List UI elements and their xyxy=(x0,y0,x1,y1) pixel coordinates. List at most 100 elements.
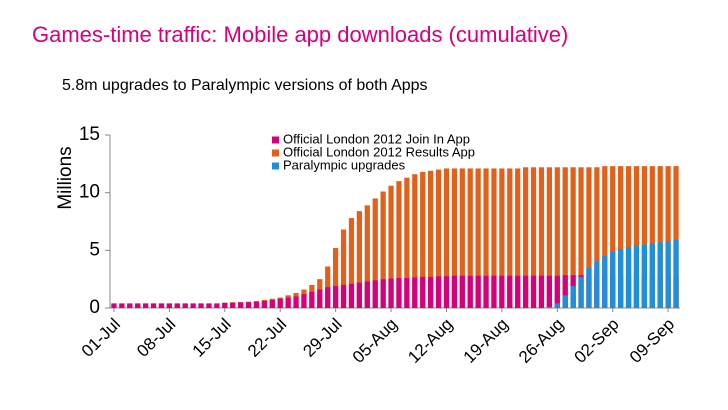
bar xyxy=(396,181,402,308)
chart-subtitle: 5.8m upgrades to Paralympic versions of … xyxy=(62,77,428,94)
bar xyxy=(523,275,529,308)
bar xyxy=(111,303,117,308)
bar xyxy=(261,301,267,308)
x-tick-label: 08-Jul xyxy=(133,315,179,361)
bar xyxy=(673,166,679,308)
bar xyxy=(625,246,632,308)
bar xyxy=(657,166,663,308)
legend-label: Paralympic upgrades xyxy=(283,157,406,172)
bar xyxy=(483,168,489,308)
bar xyxy=(673,239,679,308)
bar xyxy=(523,167,529,308)
y-tick-label: 15 xyxy=(79,124,100,145)
bar xyxy=(594,167,600,308)
x-tick-label: 12-Aug xyxy=(404,315,456,367)
bar xyxy=(435,169,442,308)
x-tick-label: 05-Aug xyxy=(349,315,401,367)
bar xyxy=(546,306,552,308)
bar xyxy=(372,280,378,308)
bar xyxy=(633,245,640,308)
bar xyxy=(206,303,212,308)
bar xyxy=(119,303,125,308)
bar xyxy=(428,276,434,308)
bar xyxy=(618,166,624,308)
bar xyxy=(396,278,402,308)
bar xyxy=(459,275,465,308)
bar xyxy=(340,229,347,308)
bar xyxy=(253,301,260,308)
bar xyxy=(641,166,647,308)
bar xyxy=(356,282,362,308)
bar xyxy=(475,168,481,308)
y-tick-label: 0 xyxy=(89,297,100,318)
bar xyxy=(380,191,386,308)
bar xyxy=(190,303,196,308)
bar xyxy=(333,286,339,308)
bar xyxy=(602,166,608,308)
legend-label: Official London 2012 Join In App xyxy=(283,131,470,146)
bar xyxy=(475,275,481,308)
bar xyxy=(451,275,457,308)
bar xyxy=(459,168,465,308)
bar xyxy=(562,295,568,308)
bar xyxy=(269,299,275,308)
bar xyxy=(578,167,584,308)
y-axis-label: Millions xyxy=(55,146,76,209)
x-tick-label: 26-Aug xyxy=(515,315,567,367)
bar xyxy=(467,275,473,308)
bar xyxy=(443,168,450,308)
bar xyxy=(578,276,584,308)
bar xyxy=(546,275,552,308)
bar xyxy=(158,303,165,308)
bar xyxy=(562,167,568,308)
bar xyxy=(404,177,410,308)
bar xyxy=(602,256,608,308)
bar xyxy=(649,166,655,308)
bar xyxy=(610,251,616,308)
bar xyxy=(665,166,671,308)
bar xyxy=(538,167,545,308)
bar xyxy=(507,168,513,308)
bar xyxy=(515,275,521,308)
bar xyxy=(625,166,632,308)
bar xyxy=(143,303,149,308)
legend-swatch xyxy=(272,149,279,157)
bar xyxy=(380,279,386,308)
bar xyxy=(348,218,355,308)
bar xyxy=(404,278,410,308)
bar xyxy=(309,291,315,308)
bar xyxy=(491,168,497,308)
x-tick-label: 01-Jul xyxy=(78,315,124,361)
legend-label: Official London 2012 Results App xyxy=(283,144,475,159)
bar xyxy=(657,242,663,308)
bar xyxy=(420,276,426,308)
legend-swatch xyxy=(272,162,279,170)
bar xyxy=(665,241,671,308)
bar xyxy=(428,170,434,308)
bar xyxy=(499,168,505,308)
bar xyxy=(530,275,537,308)
bar xyxy=(554,303,560,308)
y-tick-label: 10 xyxy=(79,182,100,203)
bar xyxy=(633,166,640,308)
bar xyxy=(610,166,616,308)
bar xyxy=(166,303,172,308)
y-tick-label: 5 xyxy=(89,239,100,260)
bar xyxy=(412,174,418,308)
bar xyxy=(214,303,220,308)
bar xyxy=(491,275,497,308)
bar xyxy=(467,168,473,308)
bar xyxy=(245,302,252,308)
legend-swatch xyxy=(272,136,279,144)
bar xyxy=(348,283,355,308)
bar xyxy=(285,297,291,308)
bar xyxy=(325,287,331,308)
bar xyxy=(515,168,521,308)
bar xyxy=(364,205,370,308)
bar xyxy=(562,275,568,308)
bar xyxy=(570,167,576,308)
bar xyxy=(388,185,394,308)
bar xyxy=(451,168,457,308)
bar xyxy=(443,276,450,308)
